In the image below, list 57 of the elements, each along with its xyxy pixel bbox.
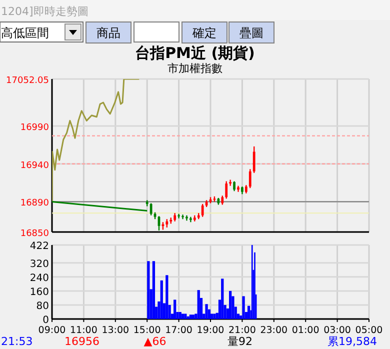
text: ▲66	[144, 335, 166, 348]
y-tick-label: 80	[36, 300, 49, 312]
bar	[166, 275, 168, 319]
candlestick	[178, 213, 180, 219]
bar	[152, 261, 156, 319]
bar	[186, 316, 190, 319]
bar	[189, 314, 192, 319]
bar	[205, 304, 208, 319]
text: 21:53	[1, 335, 33, 348]
y-tick-label: 16990	[20, 122, 50, 133]
candlestick	[225, 180, 228, 200]
candlestick	[221, 195, 224, 206]
chart-title: 台指PM近 (期貨)	[135, 44, 255, 62]
candlestick	[150, 202, 152, 216]
text: 16956	[64, 335, 100, 348]
candlestick	[248, 168, 252, 189]
bar	[192, 314, 195, 319]
y-tick-label: 0	[42, 315, 49, 326]
x-tick-label: 09:00	[38, 325, 66, 336]
bar	[210, 314, 214, 319]
candlestick	[252, 146, 256, 174]
bar	[221, 278, 224, 319]
bar	[197, 290, 200, 319]
chart-subtitle: 市加權指數	[168, 62, 222, 75]
x-tick-label: 13:00	[102, 325, 130, 336]
text: 累19,584	[328, 335, 377, 348]
x-tick-label: 21:00	[228, 325, 256, 336]
y-tick-label: 17052.05	[6, 76, 49, 86]
x-tick-label: 11:00	[70, 325, 98, 336]
bar	[147, 261, 150, 319]
x-tick-label: 23:00	[260, 325, 288, 336]
bar	[178, 312, 182, 319]
y-tick-label: 16890	[20, 198, 50, 209]
bar	[160, 280, 163, 319]
candlestick	[233, 180, 236, 192]
bar	[184, 314, 187, 319]
y-tick-label: 240	[30, 272, 49, 284]
x-tick-label: 01:00	[292, 325, 320, 336]
text: 量92	[228, 335, 252, 348]
y-tick-label: 160	[30, 286, 49, 298]
x-tick-label: 05:00	[355, 325, 383, 336]
candlestick	[229, 179, 232, 186]
bar	[213, 314, 216, 319]
candlestick	[201, 203, 204, 218]
bar	[174, 300, 176, 319]
bar	[181, 314, 184, 319]
x-tick-label: 19:00	[196, 325, 224, 336]
bar	[228, 290, 232, 319]
x-tick-label: 15:00	[133, 325, 161, 336]
y-tick-label: 422	[30, 241, 49, 252]
x-tick-label: 03:00	[324, 325, 351, 336]
x-tick-label: 17:00	[165, 325, 192, 336]
y-tick-label: 16850	[20, 229, 50, 239]
y-tick-label: 320	[30, 258, 49, 270]
candlestick	[182, 214, 184, 220]
y-tick-label: 16940	[20, 160, 50, 171]
bar	[242, 296, 245, 319]
